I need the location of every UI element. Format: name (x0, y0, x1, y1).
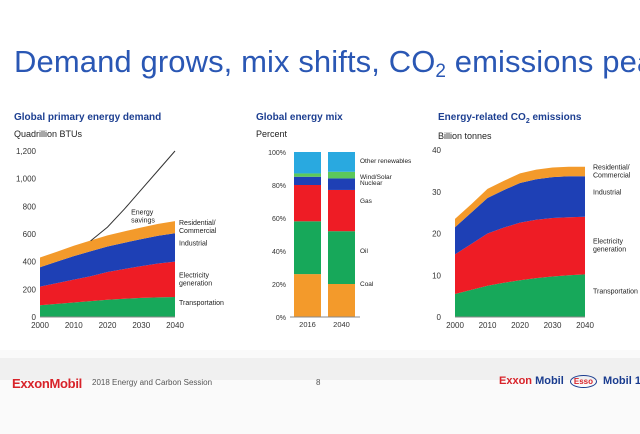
y-tick-label: 200 (23, 285, 37, 294)
bar-segment (294, 152, 321, 174)
brand-logos: Exxon Mobil Esso Mobil 1 (499, 375, 640, 388)
mix-panel: Global energy mix Percent (256, 112, 343, 139)
area-series-0 (455, 274, 585, 317)
x-tick-label: 2010 (479, 321, 497, 330)
x-tick-label: 2020 (99, 321, 117, 330)
area-series-1 (40, 261, 175, 306)
x-tick-label: 2010 (65, 321, 83, 330)
bar-segment (328, 152, 355, 172)
series-label: Transportation (593, 289, 638, 296)
brand-esso: Esso (569, 375, 597, 388)
mix-chart: 0% 20% 40% 60% 80% 100% 2016 2040 Other renewabl… (268, 150, 412, 329)
exxonmobil-logo: ExxonMobil (12, 376, 82, 391)
area-series-1 (455, 216, 585, 295)
y-tick-label: 40 (432, 146, 441, 155)
x-tick-label: 2016 (299, 320, 316, 329)
area-series-3 (455, 166, 585, 228)
y-tick-label: 60% (272, 216, 286, 223)
bar-segment (294, 185, 321, 222)
y-tick-label: 10 (432, 271, 441, 280)
x-tick-label: 2000 (31, 321, 49, 330)
bar-segment (328, 231, 355, 284)
bar-segment (294, 274, 321, 317)
x-tick-label: 2020 (511, 321, 529, 330)
series-label: Industrial (179, 240, 208, 247)
y-tick-label: 0% (276, 315, 286, 322)
y-tick-label: 30 (432, 188, 441, 197)
series-label: Coal (360, 281, 374, 288)
bar-segment (328, 178, 355, 190)
bar-segment (328, 284, 355, 317)
demand-chart: 0 200 400 600 800 1,000 1,200 2000 2010 2020 2030 2… (16, 147, 224, 330)
y-tick-label: 0 (437, 313, 442, 322)
series-label: Other renewables (360, 158, 412, 165)
series-label: Commercial (593, 173, 631, 180)
session-label: 2018 Energy and Carbon Session (92, 378, 213, 387)
y-axis-label: Percent (256, 129, 288, 139)
y-tick-label: 80% (272, 183, 286, 190)
series-label: Industrial (593, 190, 622, 197)
y-tick-label: 100% (268, 150, 286, 157)
series-label: generation (593, 247, 626, 254)
bar-segment (294, 176, 321, 185)
area-series-2 (455, 176, 585, 255)
energy-savings-line (90, 150, 176, 242)
y-tick-label: 600 (23, 230, 37, 239)
area-series-0 (40, 296, 175, 317)
chart-title: Energy-related CO2 emissions (438, 112, 582, 125)
series-label: Oil (360, 248, 369, 255)
brand-mobil1: Mobil 1 (603, 375, 640, 387)
series-label: Transportation (179, 300, 224, 307)
line-label: savings (131, 218, 155, 225)
bar-segment (328, 171, 355, 179)
series-label: Electricity (593, 239, 623, 246)
demand-panel: Global primary energy demand Quadrillion… (14, 112, 161, 139)
area-series-2 (40, 233, 175, 287)
y-tick-label: 400 (23, 258, 37, 267)
co2-panel: Energy-related CO2 emissions Billion ton… (438, 112, 581, 141)
series-label: Residential/ (179, 220, 216, 227)
slide-title: Demand grows, mix shifts, CO2 emissions … (14, 44, 640, 82)
bar-segment (328, 189, 355, 232)
series-label: Residential/ (593, 165, 630, 172)
y-tick-label: 20 (432, 230, 441, 239)
x-tick-label: 2040 (576, 321, 594, 330)
line-label: Energy (131, 210, 154, 217)
x-tick-label: 2000 (446, 321, 464, 330)
y-tick-label: 0 (32, 313, 37, 322)
series-label: Wind/Solar (360, 174, 393, 181)
series-label: Commercial (179, 228, 217, 235)
y-tick-label: 1,000 (16, 175, 37, 184)
y-tick-label: 20% (272, 282, 286, 289)
y-axis-label: Quadrillion BTUs (14, 129, 83, 139)
chart-title: Global energy mix (256, 112, 343, 123)
x-tick-label: 2030 (132, 321, 150, 330)
y-axis-label: Billion tonnes (438, 131, 492, 141)
footer-band (0, 358, 640, 380)
chart-title: Global primary energy demand (14, 112, 162, 123)
x-tick-label: 2040 (166, 321, 184, 330)
brand-mobil: Mobil (535, 375, 564, 387)
page-number: 8 (316, 378, 321, 387)
brand-exxon: Exxon (499, 375, 533, 387)
bar-segment (294, 173, 321, 177)
y-tick-label: 40% (272, 249, 286, 256)
series-label: Nuclear (360, 180, 383, 187)
series-label: generation (179, 280, 212, 287)
y-tick-label: 1,200 (16, 147, 37, 156)
footer (0, 350, 640, 434)
x-tick-label: 2030 (544, 321, 562, 330)
area-series-3 (40, 221, 175, 268)
series-label: Electricity (179, 272, 209, 279)
bar-segment (294, 221, 321, 275)
y-tick-label: 800 (23, 202, 37, 211)
x-tick-label: 2040 (333, 320, 350, 329)
series-label: Gas (360, 198, 373, 205)
